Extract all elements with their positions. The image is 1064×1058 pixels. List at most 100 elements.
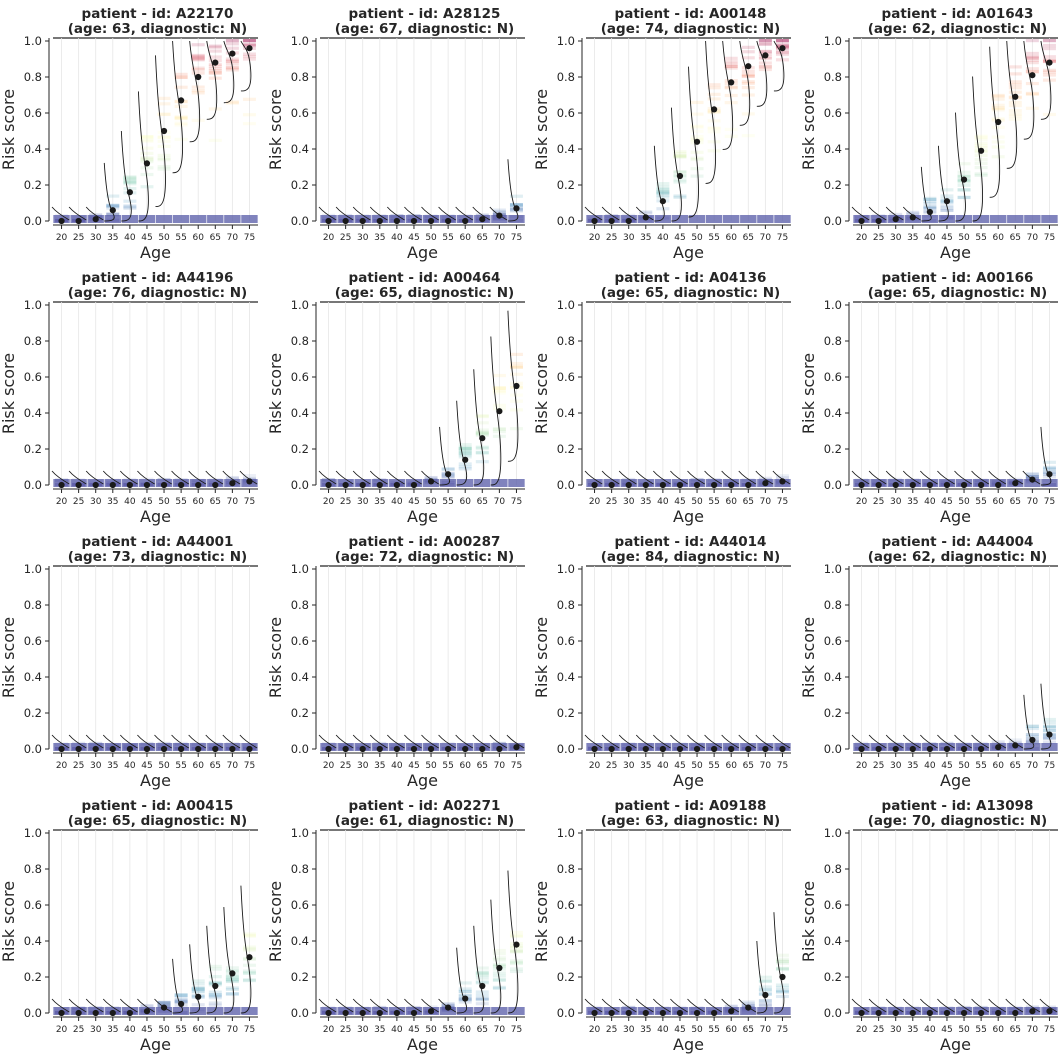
mean-point (178, 1000, 185, 1008)
distribution-strip (707, 86, 721, 90)
mean-point (513, 941, 520, 948)
panel-title: patient - id: A00148 (615, 6, 767, 22)
x-tick-label: 20 (589, 497, 601, 507)
distribution-strip (1025, 56, 1039, 61)
mean-point (995, 481, 1002, 489)
y-tick-label: 0.0 (557, 742, 575, 756)
distribution-strip (492, 389, 506, 393)
distribution-strip (242, 945, 256, 949)
y-tick-label: 0.8 (557, 598, 575, 612)
mean-point (909, 745, 916, 753)
violin-outline (318, 206, 337, 221)
distribution-strip (741, 74, 755, 78)
x-tick-label: 55 (175, 233, 186, 243)
distribution-strip (492, 403, 506, 408)
distribution-strip (458, 449, 472, 454)
distribution-strip (242, 113, 256, 117)
distribution-strip (157, 112, 171, 116)
mean-point (496, 212, 503, 219)
y-tick-label: 0.6 (557, 634, 575, 648)
violin-outline (404, 734, 422, 749)
x-tick-label: 35 (374, 1025, 385, 1035)
distribution-strip (509, 950, 523, 954)
violin-outline (473, 369, 485, 486)
x-tick-label: 35 (107, 1025, 118, 1035)
mean-point (143, 481, 151, 489)
mean-point (779, 45, 786, 52)
mean-point (858, 1009, 865, 1017)
mean-point (178, 97, 185, 104)
violin-outline (335, 206, 354, 221)
distribution-strip (208, 975, 222, 979)
mean-point (875, 1009, 882, 1017)
x-tick-label: 70 (494, 497, 506, 507)
violin-outline (584, 206, 603, 221)
distribution-strip (957, 174, 971, 178)
mean-point (393, 217, 400, 225)
distribution-strip (157, 96, 171, 100)
violin-outline (189, 40, 201, 143)
distribution-strip (123, 176, 137, 180)
mean-point (410, 745, 418, 753)
violin-outline (318, 998, 337, 1013)
distribution-strip (923, 204, 937, 209)
distribution-strip (775, 967, 789, 972)
distribution-strip (492, 210, 506, 214)
x-tick-label: 60 (192, 761, 204, 771)
x-tick-label: 40 (124, 761, 136, 771)
x-tick-label: 40 (124, 1025, 136, 1035)
distribution-strip (509, 365, 523, 369)
distribution-strip (991, 739, 1005, 744)
distribution-strip (690, 124, 704, 128)
distribution-strip (1025, 733, 1039, 737)
mean-point (943, 745, 951, 753)
violin-outline (851, 998, 870, 1013)
distribution-strip (242, 934, 256, 938)
distribution-strip (174, 995, 188, 1000)
x-tick-label: 35 (907, 1025, 918, 1035)
mean-point (892, 481, 899, 489)
x-tick-label: 30 (890, 233, 902, 243)
y-axis-label: Risk score (799, 89, 818, 170)
distribution-strip (1042, 460, 1056, 464)
x-tick-label: 25 (73, 1025, 84, 1035)
distribution-strip (509, 393, 523, 397)
mean-point (693, 1009, 701, 1017)
distribution-strip (906, 211, 920, 216)
distribution-strip (140, 139, 154, 143)
violin-outline (68, 998, 87, 1013)
distribution-strip (741, 85, 755, 90)
violin-outline (738, 734, 757, 749)
x-tick-label: 40 (924, 1025, 936, 1035)
distribution-strip (509, 203, 523, 207)
x-axis-label: Age (673, 771, 704, 790)
distribution-strip (673, 155, 687, 159)
violin-outline (584, 470, 603, 485)
violin-outline (885, 998, 904, 1013)
x-axis-label: Age (140, 243, 171, 262)
x-tick-label: 50 (425, 761, 437, 771)
violin-outline (506, 734, 525, 749)
subplot-panel: patient - id: A44014(age: 84, diagnostic… (532, 534, 791, 790)
distribution-strip (225, 977, 239, 981)
subplot-panel: patient - id: A28125(age: 67, diagnostic… (266, 6, 525, 262)
x-tick-label: 40 (924, 497, 936, 507)
violin-outline (972, 76, 984, 222)
distribution-strip (140, 1004, 154, 1008)
distribution-strip (509, 361, 523, 366)
mean-point (642, 214, 649, 221)
distribution-strip (157, 1002, 171, 1006)
distribution-strip (225, 39, 239, 43)
distribution-base (474, 479, 491, 487)
distribution-strip (758, 975, 772, 979)
x-tick-label: 50 (425, 233, 437, 243)
mean-point (625, 481, 632, 489)
distribution-strip (690, 125, 704, 129)
mean-point (858, 217, 865, 225)
distribution-strip (157, 167, 171, 171)
x-tick-label: 50 (691, 497, 703, 507)
distribution-strip (509, 372, 523, 376)
y-tick-label: 1.0 (557, 298, 575, 312)
mean-point (693, 745, 701, 753)
mean-point (960, 176, 968, 183)
